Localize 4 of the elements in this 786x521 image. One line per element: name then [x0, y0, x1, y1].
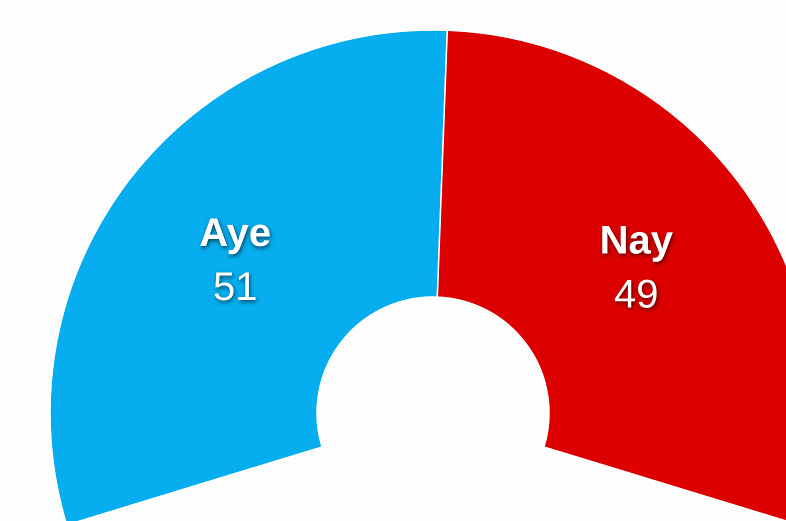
data-label: 49	[614, 272, 659, 316]
slice-label: Aye	[199, 210, 272, 255]
data-label: 51	[212, 264, 258, 309]
slice-label: Nay	[600, 218, 674, 262]
